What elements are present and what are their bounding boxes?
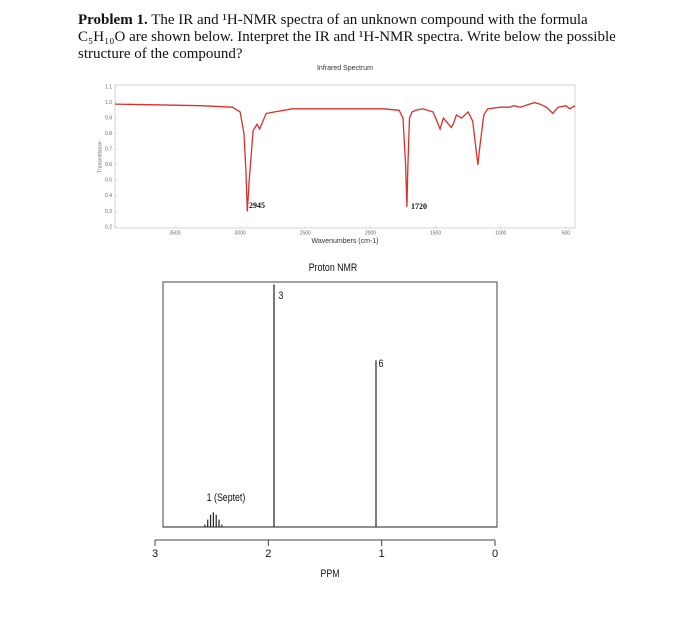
ir-frame — [114, 84, 576, 229]
ir-spectrum-line — [114, 101, 576, 212]
peak-label: 3 — [279, 290, 284, 302]
problem-text: The IR and ¹H-NMR spectra of an unknown … — [78, 12, 616, 62]
chart-title: Infrared Spectrum — [317, 65, 373, 72]
x-tick-label: 3500 — [169, 230, 180, 236]
x-tick-label: 2 — [265, 548, 271, 560]
x-tick-label: 3 — [152, 548, 158, 560]
x-tick-label: 0 — [492, 548, 498, 560]
y-axis-label: Transmittance — [97, 141, 103, 173]
problem-label: Problem 1. — [78, 12, 148, 28]
y-tick-label: 0.5 — [105, 178, 112, 184]
x-axis-label: PPM — [320, 568, 339, 580]
y-tick-label: 0.9 — [105, 115, 112, 121]
nmr-frame — [162, 281, 498, 528]
x-tick-label: 2000 — [365, 230, 376, 236]
y-tick-label: 1.1 — [105, 84, 112, 90]
problem-statement: Problem 1. The IR and ¹H-NMR spectra of … — [78, 12, 618, 63]
x-tick-label: 1000 — [495, 230, 506, 236]
y-tick-label: 0.3 — [105, 209, 112, 215]
peak-label: 1 (Septet) — [207, 492, 246, 504]
chart-title: Proton NMR — [309, 262, 357, 274]
x-tick-label: 3000 — [235, 230, 246, 236]
x-tick-label: 500 — [562, 230, 571, 236]
y-tick-label: 0.2 — [105, 224, 112, 230]
peak-annotation: 1720 — [411, 202, 427, 211]
y-tick-label: 0.6 — [105, 162, 112, 168]
x-axis-label: Wavenumbers (cm-1) — [311, 238, 378, 245]
x-tick-label: 2500 — [300, 230, 311, 236]
peak-annotation: 2945 — [249, 201, 265, 210]
x-tick-label: 1 — [379, 548, 385, 560]
peak-label: 6 — [379, 358, 384, 370]
y-tick-label: 0.7 — [105, 147, 112, 153]
y-tick-label: 1.0 — [105, 100, 112, 106]
y-tick-label: 0.8 — [105, 131, 112, 137]
x-tick-label: 1500 — [430, 230, 441, 236]
y-tick-label: 0.4 — [105, 193, 112, 199]
